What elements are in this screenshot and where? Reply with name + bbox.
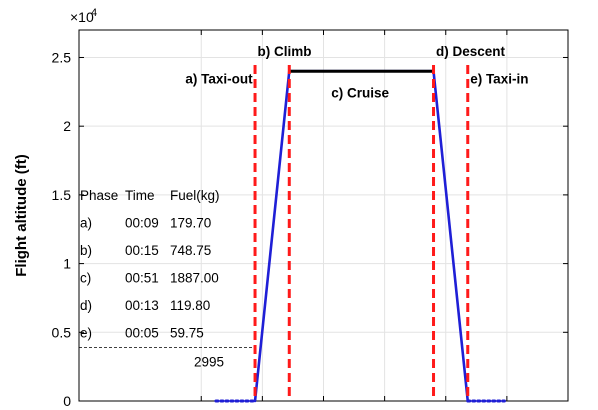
table-cell: 179.70 xyxy=(170,216,211,231)
y-axis-label: Flight altitude (ft) xyxy=(13,154,30,276)
table-cell: d) xyxy=(80,298,92,313)
table-cell: 119.80 xyxy=(170,298,210,313)
y-tick-label: 2 xyxy=(63,118,71,134)
phase-label: a) Taxi-out xyxy=(185,72,253,87)
y-tick-label: 0 xyxy=(63,393,71,409)
table-cell: 00:51 xyxy=(125,271,159,286)
table-cell: b) xyxy=(80,243,92,258)
reference-value: 2995 xyxy=(194,354,224,369)
phase-label: c) Cruise xyxy=(331,85,389,100)
table-cell: 00:09 xyxy=(125,216,159,231)
phase-labels: a) Taxi-out b) Climb c) Cruise d) Descent e)… xyxy=(185,44,528,100)
phase-boundaries xyxy=(253,65,470,401)
table-cell: 00:15 xyxy=(125,243,159,258)
profile-segment xyxy=(253,69,291,403)
table-header: Time xyxy=(125,188,155,203)
phase-label: e) Taxi-in xyxy=(470,72,528,87)
table-cell: a) xyxy=(80,216,92,231)
y-tick-label: 1.5 xyxy=(52,187,72,203)
y-tick-label: 1 xyxy=(63,256,71,272)
table-header: Fuel(kg) xyxy=(170,188,220,203)
y-exponent-power: 4 xyxy=(91,7,97,19)
altitude-profile xyxy=(214,69,506,403)
table-cell: 00:05 xyxy=(125,326,159,341)
y-tick-label: 2.5 xyxy=(52,49,72,65)
phase-label: b) Climb xyxy=(257,44,311,59)
phase-label: d) Descent xyxy=(436,44,506,59)
table-header: Phase xyxy=(80,188,118,203)
table-cell: e) xyxy=(80,326,92,341)
y-tick-label: 0.5 xyxy=(52,324,72,340)
table-cell: c) xyxy=(80,271,91,286)
table-cell: 59.75 xyxy=(170,326,204,341)
profile-segment xyxy=(432,69,470,403)
table-cell: 748.75 xyxy=(170,243,211,258)
y-exponent-base: ×10 xyxy=(70,9,94,25)
phase-table: Phase Time Fuel(kg) a) 00:09 179.70 b) 00:15 748… xyxy=(80,188,220,341)
axis-ticks xyxy=(78,30,569,402)
table-cell: 1887.00 xyxy=(170,271,219,286)
y-tick-labels: 0 0.5 1 1.5 2 2.5 xyxy=(52,49,72,409)
table-cell: 00:13 xyxy=(125,298,159,313)
